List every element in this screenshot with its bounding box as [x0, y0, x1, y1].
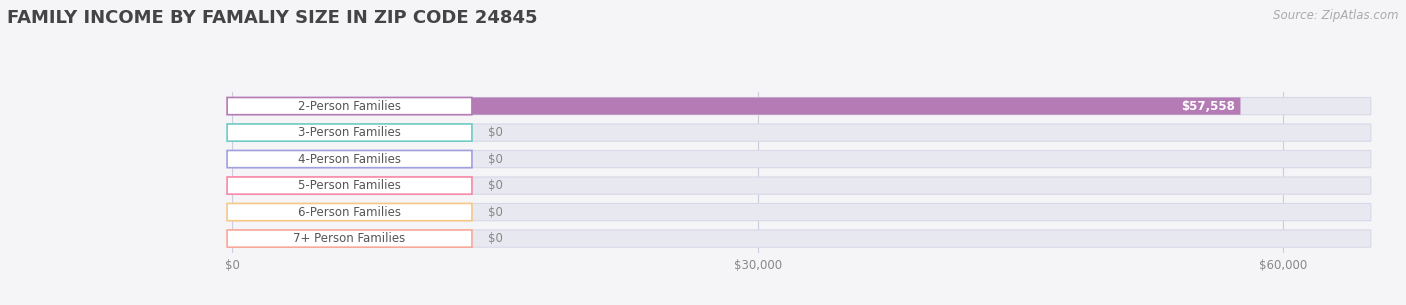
FancyBboxPatch shape: [232, 177, 1371, 194]
Text: $57,558: $57,558: [1181, 99, 1234, 113]
FancyBboxPatch shape: [228, 177, 472, 194]
FancyBboxPatch shape: [228, 203, 472, 221]
Text: 3-Person Families: 3-Person Families: [298, 126, 401, 139]
FancyBboxPatch shape: [232, 124, 1371, 141]
FancyBboxPatch shape: [228, 98, 472, 115]
FancyBboxPatch shape: [232, 98, 1371, 115]
Text: $0: $0: [488, 232, 503, 245]
Text: 2-Person Families: 2-Person Families: [298, 99, 401, 113]
Text: 4-Person Families: 4-Person Families: [298, 152, 401, 166]
FancyBboxPatch shape: [232, 98, 1240, 115]
Text: 5-Person Families: 5-Person Families: [298, 179, 401, 192]
Text: $0: $0: [488, 152, 503, 166]
FancyBboxPatch shape: [228, 230, 472, 247]
FancyBboxPatch shape: [228, 124, 472, 141]
Text: $0: $0: [488, 206, 503, 219]
Text: $0: $0: [488, 179, 503, 192]
Text: FAMILY INCOME BY FAMALIY SIZE IN ZIP CODE 24845: FAMILY INCOME BY FAMALIY SIZE IN ZIP COD…: [7, 9, 537, 27]
Text: $0: $0: [488, 126, 503, 139]
FancyBboxPatch shape: [232, 203, 1371, 221]
FancyBboxPatch shape: [232, 150, 1371, 168]
Text: 7+ Person Families: 7+ Person Families: [294, 232, 406, 245]
FancyBboxPatch shape: [232, 230, 1371, 247]
FancyBboxPatch shape: [228, 150, 472, 168]
Text: 6-Person Families: 6-Person Families: [298, 206, 401, 219]
Text: Source: ZipAtlas.com: Source: ZipAtlas.com: [1274, 9, 1399, 22]
